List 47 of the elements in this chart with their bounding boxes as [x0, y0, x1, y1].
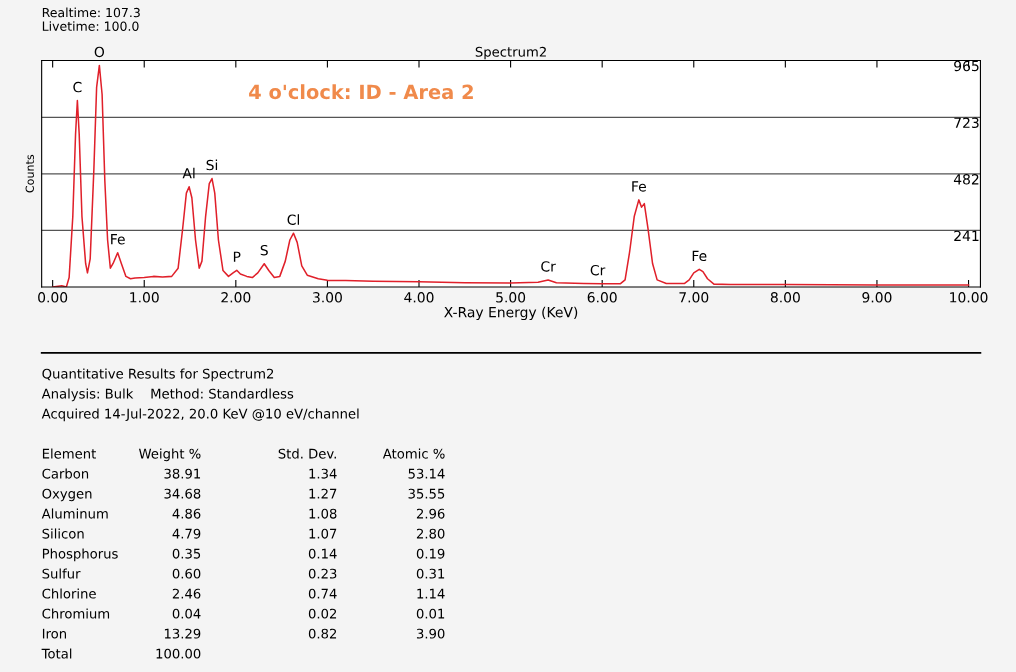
text: Iron 13.29 0.82 3.90: [42, 628, 445, 639]
y-tick-label: 723: [954, 117, 979, 129]
y-tick-label: 241: [954, 230, 979, 241]
annotation: Fe: [632, 181, 646, 192]
x-tick-label: 0.00: [38, 292, 68, 303]
annotation: Fe: [692, 250, 707, 262]
text: Carbon 38.91 1.34 53.14: [42, 468, 445, 479]
text: Analysis: Bulk Method: Standardless: [41, 388, 294, 402]
text: Total 100.00: [41, 648, 201, 659]
x-tick-label: 6.00: [587, 292, 617, 303]
annotation: Al: [182, 167, 195, 179]
text: Oxygen 34.68 1.27 35.55: [42, 488, 445, 502]
text: Aluminum 4.86 1.08 2.96: [41, 508, 445, 519]
text: Silicon 4.79 1.07 2.80: [42, 528, 445, 539]
chart-title: Spectrum2: [475, 46, 546, 60]
x-tick-label: 8.00: [770, 292, 800, 303]
text: Chromium 0.04 0.02 0.01: [42, 608, 445, 619]
annotation: S: [260, 244, 268, 256]
text: Acquired 14-Jul-2022, 20.0 KeV @10 eV/channel: [41, 408, 359, 422]
annotation: Cr: [590, 264, 606, 276]
x-tick-label: 7.00: [679, 292, 709, 303]
annotation: O: [94, 46, 105, 58]
annotation: C: [73, 81, 82, 93]
x-tick-label: 5.00: [496, 292, 526, 303]
x-tick-label: 3.00: [313, 292, 342, 303]
annotation: Cr: [541, 261, 556, 272]
annotation: P: [233, 251, 241, 262]
x-tick-label: 9.00: [862, 292, 892, 303]
x-tick-label: 2.00: [221, 292, 251, 303]
annotation: Fe: [111, 234, 125, 245]
text: Livetime: 100.0: [42, 21, 139, 31]
text: Sulfur 0.60 0.23 0.31: [42, 568, 445, 579]
annotation: Si: [206, 159, 218, 171]
y-tick-label: 482: [953, 174, 979, 185]
x-tick-label: 1.00: [130, 292, 159, 303]
text: Quantitative Results for Spectrum2: [42, 368, 274, 382]
x-axis-title: X-Ray Energy (KeV): [444, 306, 578, 321]
text: 4 o'clock: ID - Area 2: [249, 84, 473, 100]
x-tick-label: 10.00: [950, 292, 988, 303]
text: Realtime: 107.3: [42, 7, 140, 18]
text: Element Weight % Std. Dev. Atomic %: [42, 448, 445, 462]
text: Phosphorus 0.35 0.14 0.19: [42, 548, 445, 562]
text: Chlorine 2.46 0.74 1.14: [42, 588, 445, 599]
x-tick-label: 4.00: [404, 292, 434, 303]
annotation: Cl: [287, 214, 299, 225]
y-tick-label: 965: [954, 60, 979, 72]
y-axis-title: Counts: [25, 154, 34, 193]
